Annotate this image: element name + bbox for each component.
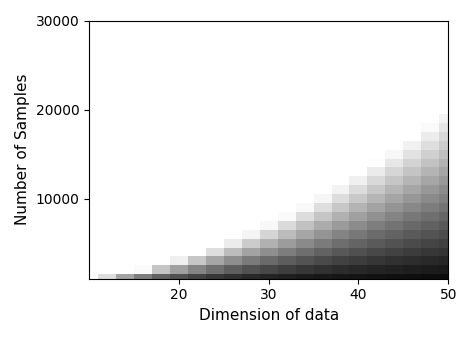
- X-axis label: Dimension of data: Dimension of data: [199, 308, 339, 323]
- Y-axis label: Number of Samples: Number of Samples: [15, 74, 30, 225]
